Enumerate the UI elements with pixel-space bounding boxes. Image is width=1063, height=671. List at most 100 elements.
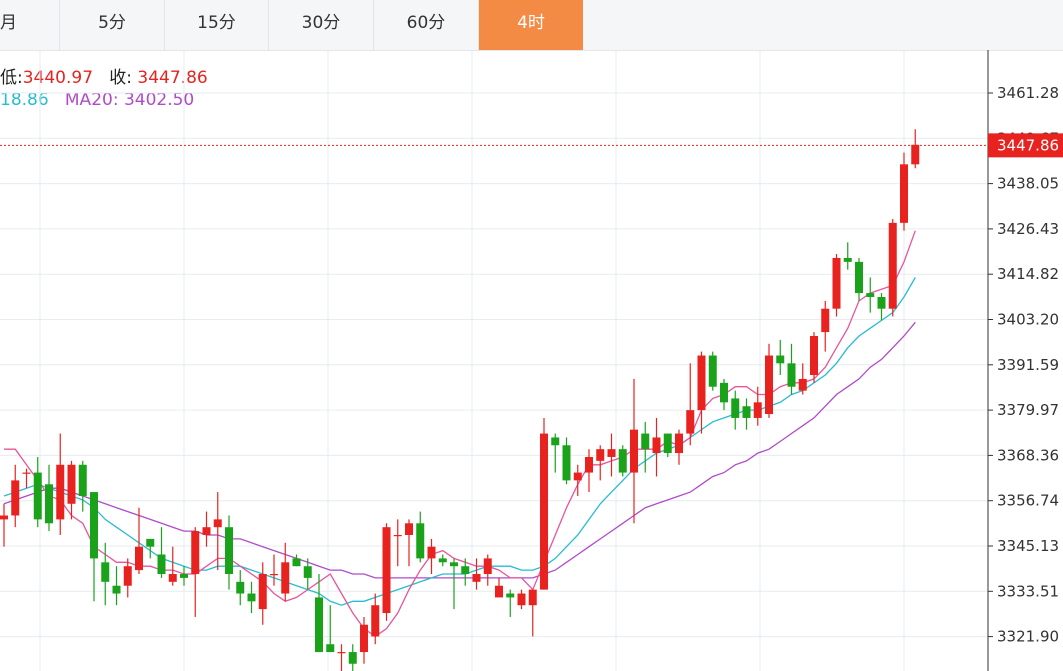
ma20-line <box>3 321 916 579</box>
candle-body <box>720 382 728 403</box>
candle-body <box>855 261 863 294</box>
candle-body <box>371 605 380 637</box>
candle-body <box>821 308 830 333</box>
candle-body <box>697 355 706 411</box>
candle-body <box>393 534 402 537</box>
close-label: 收: <box>109 68 132 88</box>
candle-body <box>888 222 897 309</box>
candle-body <box>911 144 920 165</box>
candle-body <box>810 336 818 376</box>
candle-body <box>900 164 908 223</box>
candle-body <box>472 574 481 582</box>
candle-body <box>450 562 458 567</box>
ma5-line <box>4 230 916 638</box>
candle-body <box>11 480 20 516</box>
candle-body <box>326 644 335 653</box>
candle-body <box>123 566 132 586</box>
candle-body <box>78 464 87 496</box>
close-value: 3447.86 <box>137 68 208 88</box>
tab-5min[interactable]: 5分 <box>60 0 165 50</box>
period-tabs: 月 5分 15分 30分 60分 4时 <box>0 0 1063 51</box>
last-price-line: 3447.86 <box>0 133 1063 158</box>
tab-60min[interactable]: 60分 <box>374 0 479 50</box>
y-tick-label: 3426.43 <box>997 220 1059 238</box>
candle-body <box>461 566 470 575</box>
candle-body <box>596 449 605 461</box>
candle-body <box>337 652 346 654</box>
candle-body <box>843 257 852 262</box>
candle-body <box>483 558 492 575</box>
y-tick-label: 3438.05 <box>997 175 1059 193</box>
candle-body <box>652 437 661 454</box>
low-label: 低: <box>0 68 23 88</box>
candle-body <box>0 515 8 520</box>
candle-body <box>675 433 683 454</box>
candle-body <box>528 589 537 606</box>
y-tick-label: 3379.97 <box>997 401 1059 419</box>
grid-lines <box>0 50 988 671</box>
y-tick-label: 3356.74 <box>997 492 1059 510</box>
candle-body <box>45 484 53 524</box>
candle-body <box>607 449 616 457</box>
last-price-tag <box>988 133 1063 158</box>
candle-body <box>112 585 121 594</box>
y-tick-label: 3345.13 <box>997 537 1059 555</box>
candle-body <box>258 574 267 610</box>
last-price-label: 3447.86 <box>997 136 1059 154</box>
candle-body <box>101 562 110 582</box>
candle-body <box>742 406 751 418</box>
ma10-line <box>3 277 916 606</box>
ma20-value: 3402.50 <box>123 90 195 110</box>
candle-body <box>382 527 391 614</box>
candle-body <box>686 410 695 434</box>
candle-body <box>708 355 717 387</box>
candle-body <box>236 581 245 594</box>
candle-body <box>56 464 65 520</box>
candle-body <box>765 355 773 415</box>
candle-body <box>753 402 762 418</box>
candle-body <box>247 593 256 602</box>
candle-body <box>618 449 627 473</box>
candle-body <box>360 624 368 653</box>
candle-body <box>798 378 807 391</box>
candle-body <box>90 492 98 559</box>
y-tick-label: 3321.90 <box>997 628 1059 646</box>
candle-body <box>427 546 436 559</box>
y-tick-label: 3414.82 <box>997 265 1059 283</box>
tab-4hour[interactable]: 4时 <box>479 0 583 50</box>
moving-averages <box>3 230 916 638</box>
y-tick-label: 3368.36 <box>997 446 1059 464</box>
candle-body <box>67 464 76 504</box>
tab-15min[interactable]: 15分 <box>165 0 269 50</box>
candle-body <box>416 523 425 559</box>
candle-body <box>663 433 672 454</box>
y-tick-label: 3333.51 <box>997 582 1059 600</box>
candle-body <box>405 523 413 535</box>
candle-body <box>168 574 177 582</box>
candle-body <box>540 433 548 590</box>
candle-body <box>495 585 503 598</box>
tab-30min[interactable]: 30分 <box>269 0 374 50</box>
candle-body <box>135 546 143 571</box>
candle-body <box>787 363 796 387</box>
candle-body <box>630 429 638 473</box>
tab-month[interactable]: 月 <box>0 0 60 50</box>
candle-body <box>517 593 526 606</box>
ma-readout: 18.86 MA20: 3402.50 <box>0 90 194 110</box>
candle-body <box>506 593 515 598</box>
y-tick-label: 3403.20 <box>997 311 1059 329</box>
candle-body <box>562 445 571 481</box>
candle-body <box>270 574 278 576</box>
candle-body <box>202 527 211 535</box>
candle-body <box>573 472 582 481</box>
candle-body <box>157 554 166 575</box>
candle-body <box>191 531 200 575</box>
candle-body <box>438 558 447 563</box>
candle-body <box>776 355 785 364</box>
ma10-value: 18.86 <box>0 90 49 110</box>
candle-body <box>348 652 357 664</box>
ma20-label: MA20: <box>64 90 119 110</box>
candle-body <box>551 437 560 446</box>
candle-body <box>641 433 650 450</box>
